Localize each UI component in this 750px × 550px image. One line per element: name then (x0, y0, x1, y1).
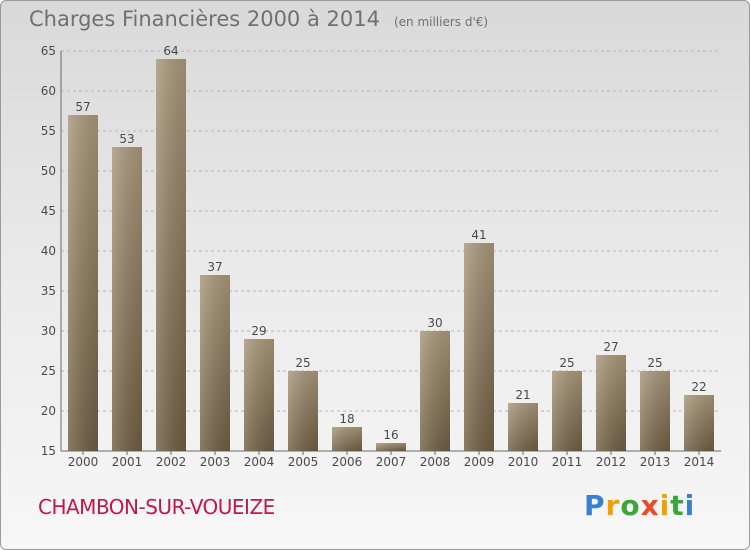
data-label: 16 (383, 428, 398, 442)
x-tick-label: 2000 (68, 455, 99, 469)
data-label: 53 (119, 132, 134, 146)
x-tick-label: 2014 (684, 455, 715, 469)
data-label: 29 (251, 324, 266, 338)
bar-highlight (288, 371, 318, 451)
x-tick-label: 2006 (332, 455, 363, 469)
chart-title: Charges Financières 2000 à 2014 (en milli… (29, 7, 488, 31)
x-tick-label: 2001 (112, 455, 143, 469)
data-label: 57 (75, 100, 90, 114)
y-tick-label: 60 (41, 84, 56, 98)
x-tick-label: 2011 (552, 455, 583, 469)
bar-highlight (332, 427, 362, 451)
y-tick-label: 65 (41, 44, 56, 58)
y-tick-label: 20 (41, 404, 56, 418)
y-tick-label: 45 (41, 204, 56, 218)
data-label: 18 (339, 412, 354, 426)
data-label: 25 (559, 356, 574, 370)
bar-highlight (464, 243, 494, 451)
data-label: 25 (647, 356, 662, 370)
y-tick-label: 15 (41, 444, 56, 458)
x-tick-label: 2002 (156, 455, 187, 469)
data-label: 21 (515, 388, 530, 402)
data-label: 64 (163, 44, 178, 58)
bar-highlight (684, 395, 714, 451)
commune-name: CHAMBON-SUR-VOUEIZE (38, 495, 275, 519)
bar-highlight (244, 339, 274, 451)
x-tick-label: 2005 (288, 455, 319, 469)
y-tick-label: 40 (41, 244, 56, 258)
y-tick-label: 30 (41, 324, 56, 338)
y-tick-label: 55 (41, 124, 56, 138)
proxiti-logo: Proxiti (584, 489, 696, 522)
y-tick-label: 35 (41, 284, 56, 298)
x-tick-label: 2004 (244, 455, 275, 469)
data-label: 27 (603, 340, 618, 354)
bar-highlight (112, 147, 142, 451)
bar-highlight (420, 331, 450, 451)
data-label: 25 (295, 356, 310, 370)
chart-unit-label: (en milliers d'€) (393, 15, 489, 29)
data-label: 41 (471, 228, 486, 242)
chart-title-text: Charges Financières 2000 à 2014 (29, 7, 380, 31)
bar-highlight (508, 403, 538, 451)
bar-highlight (552, 371, 582, 451)
data-label: 37 (207, 260, 222, 274)
data-label: 30 (427, 316, 442, 330)
y-tick-label: 50 (41, 164, 56, 178)
bar-highlight (640, 371, 670, 451)
bar-highlight (156, 59, 186, 451)
bar-highlight (376, 443, 406, 451)
bar-highlight (200, 275, 230, 451)
x-tick-label: 2003 (200, 455, 231, 469)
x-tick-label: 2007 (376, 455, 407, 469)
x-tick-label: 2009 (464, 455, 495, 469)
x-tick-label: 2012 (596, 455, 627, 469)
bar-highlight (596, 355, 626, 451)
x-tick-label: 2010 (508, 455, 539, 469)
x-tick-label: 2013 (640, 455, 671, 469)
x-tick-label: 2008 (420, 455, 451, 469)
data-label: 22 (691, 380, 706, 394)
y-tick-label: 25 (41, 364, 56, 378)
bar-highlight (68, 115, 98, 451)
